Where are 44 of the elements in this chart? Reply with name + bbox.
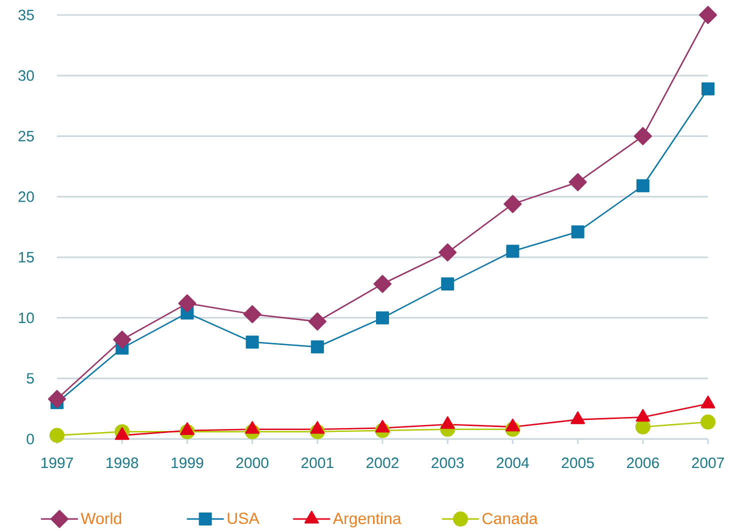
y-tick-label: 20 <box>18 191 34 202</box>
point <box>700 414 716 430</box>
x-tick-label: 2002 <box>366 458 398 468</box>
x-tick-label: 2000 <box>236 458 268 468</box>
point <box>441 277 454 290</box>
y-tick-label: 10 <box>18 312 34 324</box>
point <box>504 194 522 214</box>
point <box>178 294 196 312</box>
legend-label: Canada <box>482 512 538 524</box>
point <box>373 274 392 293</box>
point <box>376 311 390 324</box>
y-tick-label: 35 <box>18 10 34 20</box>
y-tick-label: 25 <box>18 130 34 142</box>
legend-label: Argentina <box>332 512 402 528</box>
point <box>243 305 262 324</box>
x-tick-label: 1997 <box>41 458 73 468</box>
point <box>698 6 718 24</box>
x-tick-label: 1998 <box>106 458 138 468</box>
x-tick-label: 1999 <box>172 458 204 468</box>
x-tick-label: 2006 <box>626 458 659 468</box>
point <box>50 428 64 443</box>
point <box>634 127 652 146</box>
y-tick-label: 15 <box>18 252 34 263</box>
x-tick-label: 2003 <box>432 458 464 468</box>
x-tick-label: 2004 <box>496 458 529 468</box>
legend-label: World <box>80 512 122 524</box>
point <box>310 340 324 354</box>
point <box>438 243 457 262</box>
point <box>308 312 326 331</box>
point <box>571 225 584 238</box>
point <box>702 82 715 96</box>
x-tick-label: 2001 <box>301 458 334 468</box>
y-tick-label: 5 <box>26 373 34 384</box>
y-tick-label: 30 <box>18 70 34 81</box>
x-tick-label: 2007 <box>692 458 724 468</box>
point <box>246 336 259 349</box>
legend-label: USA <box>228 512 260 524</box>
x-tick-label: 2005 <box>562 458 594 468</box>
y-tick-label: 0 <box>26 434 34 444</box>
point <box>636 179 650 192</box>
point <box>568 173 587 192</box>
point <box>48 390 66 408</box>
point <box>506 244 520 258</box>
point <box>113 330 132 349</box>
